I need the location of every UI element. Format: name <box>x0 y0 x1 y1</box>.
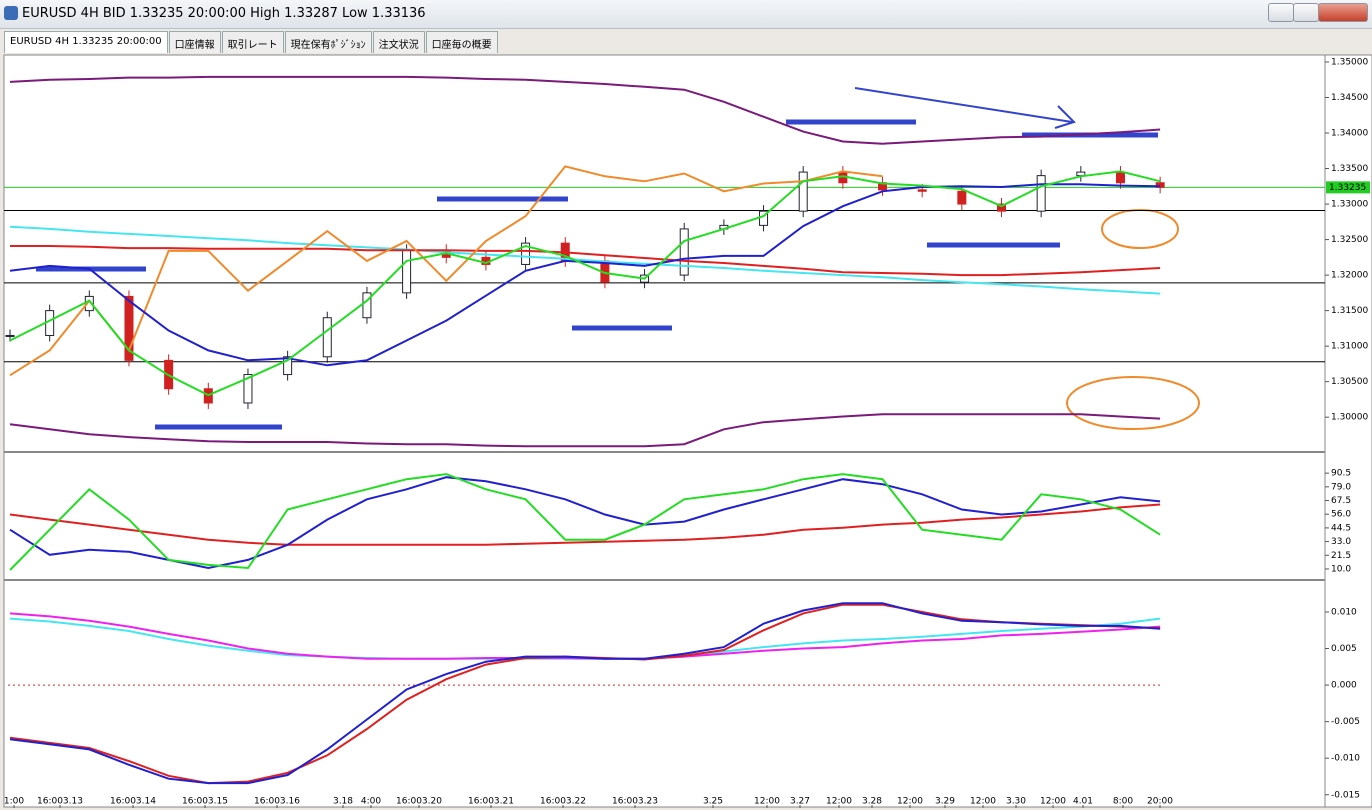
indicator-line <box>9 165 883 377</box>
x-tick-label: 12:00 <box>897 797 923 807</box>
tab[interactable]: 注文状況 <box>372 31 425 53</box>
y-tick-label: -0.005 <box>1331 717 1360 727</box>
y-tick-label: 0.000 <box>1331 681 1357 691</box>
y-tick-label: -0.015 <box>1331 790 1360 800</box>
x-tick-label: 3.29 <box>935 797 955 807</box>
x-tick-label: 4.01 <box>1073 797 1093 807</box>
x-tick-label: 12:00 <box>754 797 780 807</box>
title-bar: EURUSD 4H BID 1.33235 20:00:00 High 1.33… <box>0 0 1372 29</box>
chart-background <box>3 54 1372 808</box>
y-tick-label: 0.005 <box>1331 644 1357 654</box>
tab[interactable]: 現在保有ﾎﾟｼﾞｼｮﾝ <box>284 31 372 53</box>
x-tick-label: 16:003.20 <box>396 797 442 807</box>
candle <box>243 374 253 404</box>
y-tick-label: 79.0 <box>1331 482 1351 492</box>
candle <box>124 295 134 361</box>
indicator-line <box>10 245 1161 277</box>
y-tick-label: 1.34500 <box>1331 93 1368 103</box>
indicator-line <box>9 225 1161 295</box>
candle <box>798 171 808 212</box>
x-tick-label: 3.30 <box>1006 797 1026 807</box>
y-tick-label: 1.30000 <box>1331 413 1368 423</box>
x-tick-label: 12:00 <box>826 797 852 807</box>
indicator-line <box>9 473 1161 571</box>
candle <box>5 334 15 337</box>
x-tick-label: 12:00 <box>970 797 996 807</box>
x-tick-label: 16:003.22 <box>540 797 586 807</box>
highlight-ellipse <box>1066 376 1200 430</box>
chart-area: 1.30000 1.30500 1.31000 1.31500 1.32000 1.325… <box>3 54 1372 808</box>
y-tick-label: 44.5 <box>1331 523 1351 533</box>
tab-bar: EURUSD 4H 1.33235 20:00:00 口座情報 取引レート 現在保有ﾎ… <box>4 31 499 53</box>
x-tick-label: 16:003.16 <box>254 797 300 807</box>
maximize-button[interactable] <box>1293 3 1319 22</box>
annotations <box>36 87 1200 430</box>
indicator-line <box>9 476 1161 570</box>
minimize-button[interactable] <box>1268 3 1294 22</box>
tab[interactable]: 口座情報 <box>168 31 221 53</box>
candle <box>917 189 927 192</box>
y-tick-label: 1.34000 <box>1331 129 1368 139</box>
y-tick-label: 67.5 <box>1331 496 1351 506</box>
y-tick-label: 56.0 <box>1331 510 1351 520</box>
tab[interactable]: 口座毎の概要 <box>425 31 498 53</box>
x-tick-label: 16:003.14 <box>110 797 156 807</box>
y-tick-label: 10.0 <box>1331 564 1351 574</box>
y-tick-label: 1.32000 <box>1331 271 1368 281</box>
indicator-line <box>9 503 1161 546</box>
candle <box>1115 171 1125 184</box>
indicator-line <box>9 602 1161 785</box>
candle <box>1155 182 1165 188</box>
y-tick-label: 0.010 <box>1331 607 1357 617</box>
x-tick-label: 12:00 <box>1040 797 1066 807</box>
candle <box>957 190 967 205</box>
candle <box>362 292 372 319</box>
app-icon <box>4 6 18 20</box>
candle <box>997 203 1006 212</box>
x-tick-label: 3.25 <box>703 797 723 807</box>
x-tick-label: 16:003.23 <box>612 797 658 807</box>
candle <box>521 242 531 265</box>
close-button[interactable] <box>1318 3 1368 22</box>
y-tick-label: 1.31500 <box>1331 306 1368 316</box>
x-tick-label: 3.28 <box>862 797 882 807</box>
x-tick-label: 3.18 <box>333 797 353 807</box>
y-tick-label: 1.31000 <box>1331 342 1368 352</box>
y-tick-label: 1.32500 <box>1331 235 1368 245</box>
x-tick-label: 8:00 <box>1113 797 1133 807</box>
indicator-line <box>9 170 1161 397</box>
candle <box>679 228 689 276</box>
y-tick-label: 21.5 <box>1331 551 1351 561</box>
x-tick-label: 1:00 <box>4 797 24 807</box>
indicator-line <box>9 413 1161 448</box>
y-tick-label: 90.5 <box>1331 469 1351 479</box>
candle <box>402 249 412 294</box>
y-tick-label: 1.35000 <box>1331 57 1368 67</box>
current-price-box <box>1326 181 1370 194</box>
x-tick-label: 20:00 <box>1147 797 1173 807</box>
window-title: EURUSD 4H BID 1.33235 20:00:00 High 1.33… <box>22 6 426 21</box>
y-tick-label: 1.30500 <box>1331 377 1368 387</box>
candle <box>322 317 332 358</box>
y-tick-label: 1.33000 <box>1331 200 1368 210</box>
x-tick-label: 16:003.15 <box>182 797 228 807</box>
trend-arrow-head <box>1054 105 1076 129</box>
candle <box>1036 175 1046 212</box>
indicator-line <box>9 75 1161 145</box>
tab[interactable]: EURUSD 4H 1.33235 20:00:00 <box>4 31 168 53</box>
x-tick-label: 4:00 <box>361 797 381 807</box>
x-tick-label: 3.27 <box>790 797 810 807</box>
candle <box>283 356 293 376</box>
x-tick-label: 16:003.21 <box>468 797 514 807</box>
tab[interactable]: 取引レート <box>221 31 284 53</box>
x-tick-label: 16:003.13 <box>37 797 83 807</box>
indicator-line <box>9 183 1161 367</box>
y-tick-label: 33.0 <box>1331 537 1351 547</box>
y-tick-label: 1.33500 <box>1331 164 1368 174</box>
y-tick-label: -0.010 <box>1331 754 1360 764</box>
current-price-label: 1.33235 <box>1329 183 1366 193</box>
trend-arrow <box>854 87 1073 123</box>
